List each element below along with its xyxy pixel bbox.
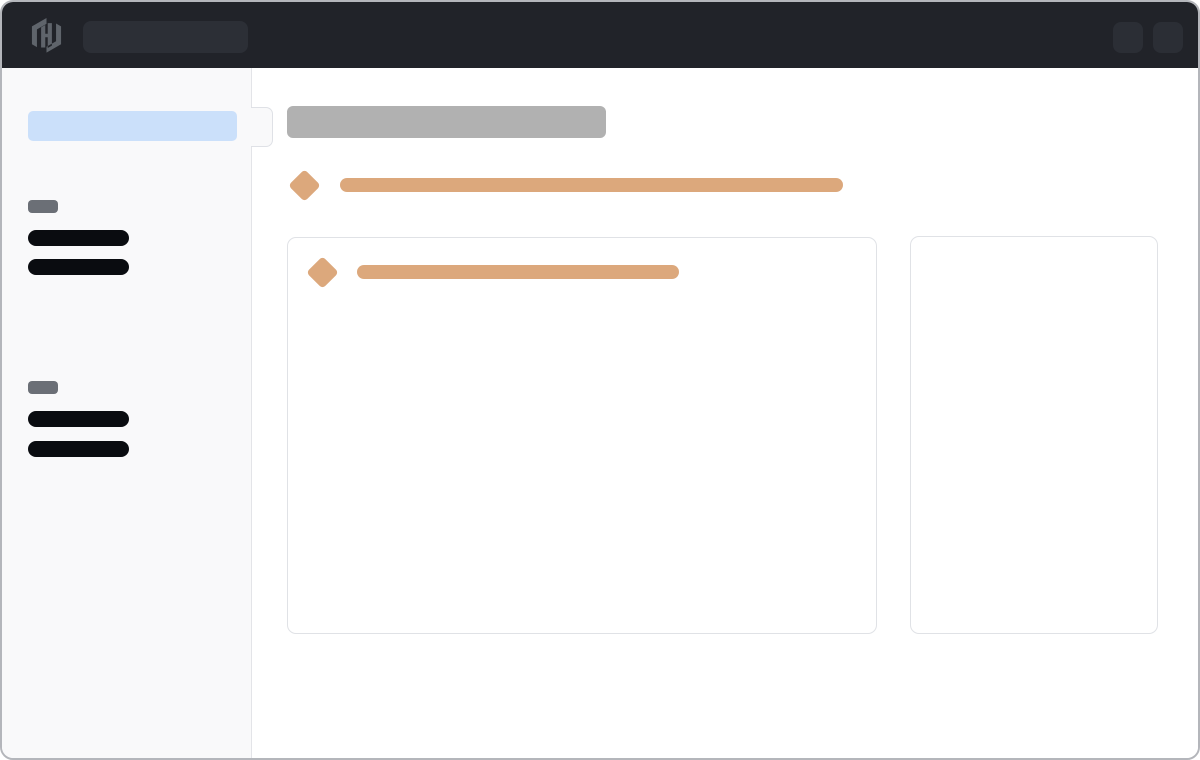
diamond-icon: [306, 256, 339, 289]
primary-card: [287, 237, 877, 634]
sidebar-section-1-header-placeholder: [28, 200, 58, 213]
topbar-action-button-1[interactable]: [1113, 22, 1143, 53]
sidebar-item-3[interactable]: [28, 411, 129, 427]
topbar: [2, 2, 1198, 68]
section-heading-placeholder: [340, 178, 843, 192]
card-heading-placeholder: [357, 265, 679, 279]
topbar-nav-placeholder[interactable]: [83, 21, 248, 53]
sidebar: [2, 68, 252, 758]
main-content: [253, 68, 1198, 758]
topbar-actions: [1113, 22, 1183, 53]
sidebar-item-2[interactable]: [28, 259, 129, 275]
hashicorp-logo-icon[interactable]: [30, 18, 63, 53]
sidebar-item-4[interactable]: [28, 441, 129, 457]
topbar-action-button-2[interactable]: [1153, 22, 1183, 53]
page-title-placeholder: [287, 106, 606, 138]
diamond-icon: [288, 169, 321, 202]
sidebar-collapse-toggle[interactable]: [251, 107, 273, 147]
sidebar-section-2-header-placeholder: [28, 381, 58, 394]
sidebar-item-selected[interactable]: [28, 111, 237, 141]
sidebar-item-1[interactable]: [28, 230, 129, 246]
secondary-card: [910, 236, 1158, 634]
